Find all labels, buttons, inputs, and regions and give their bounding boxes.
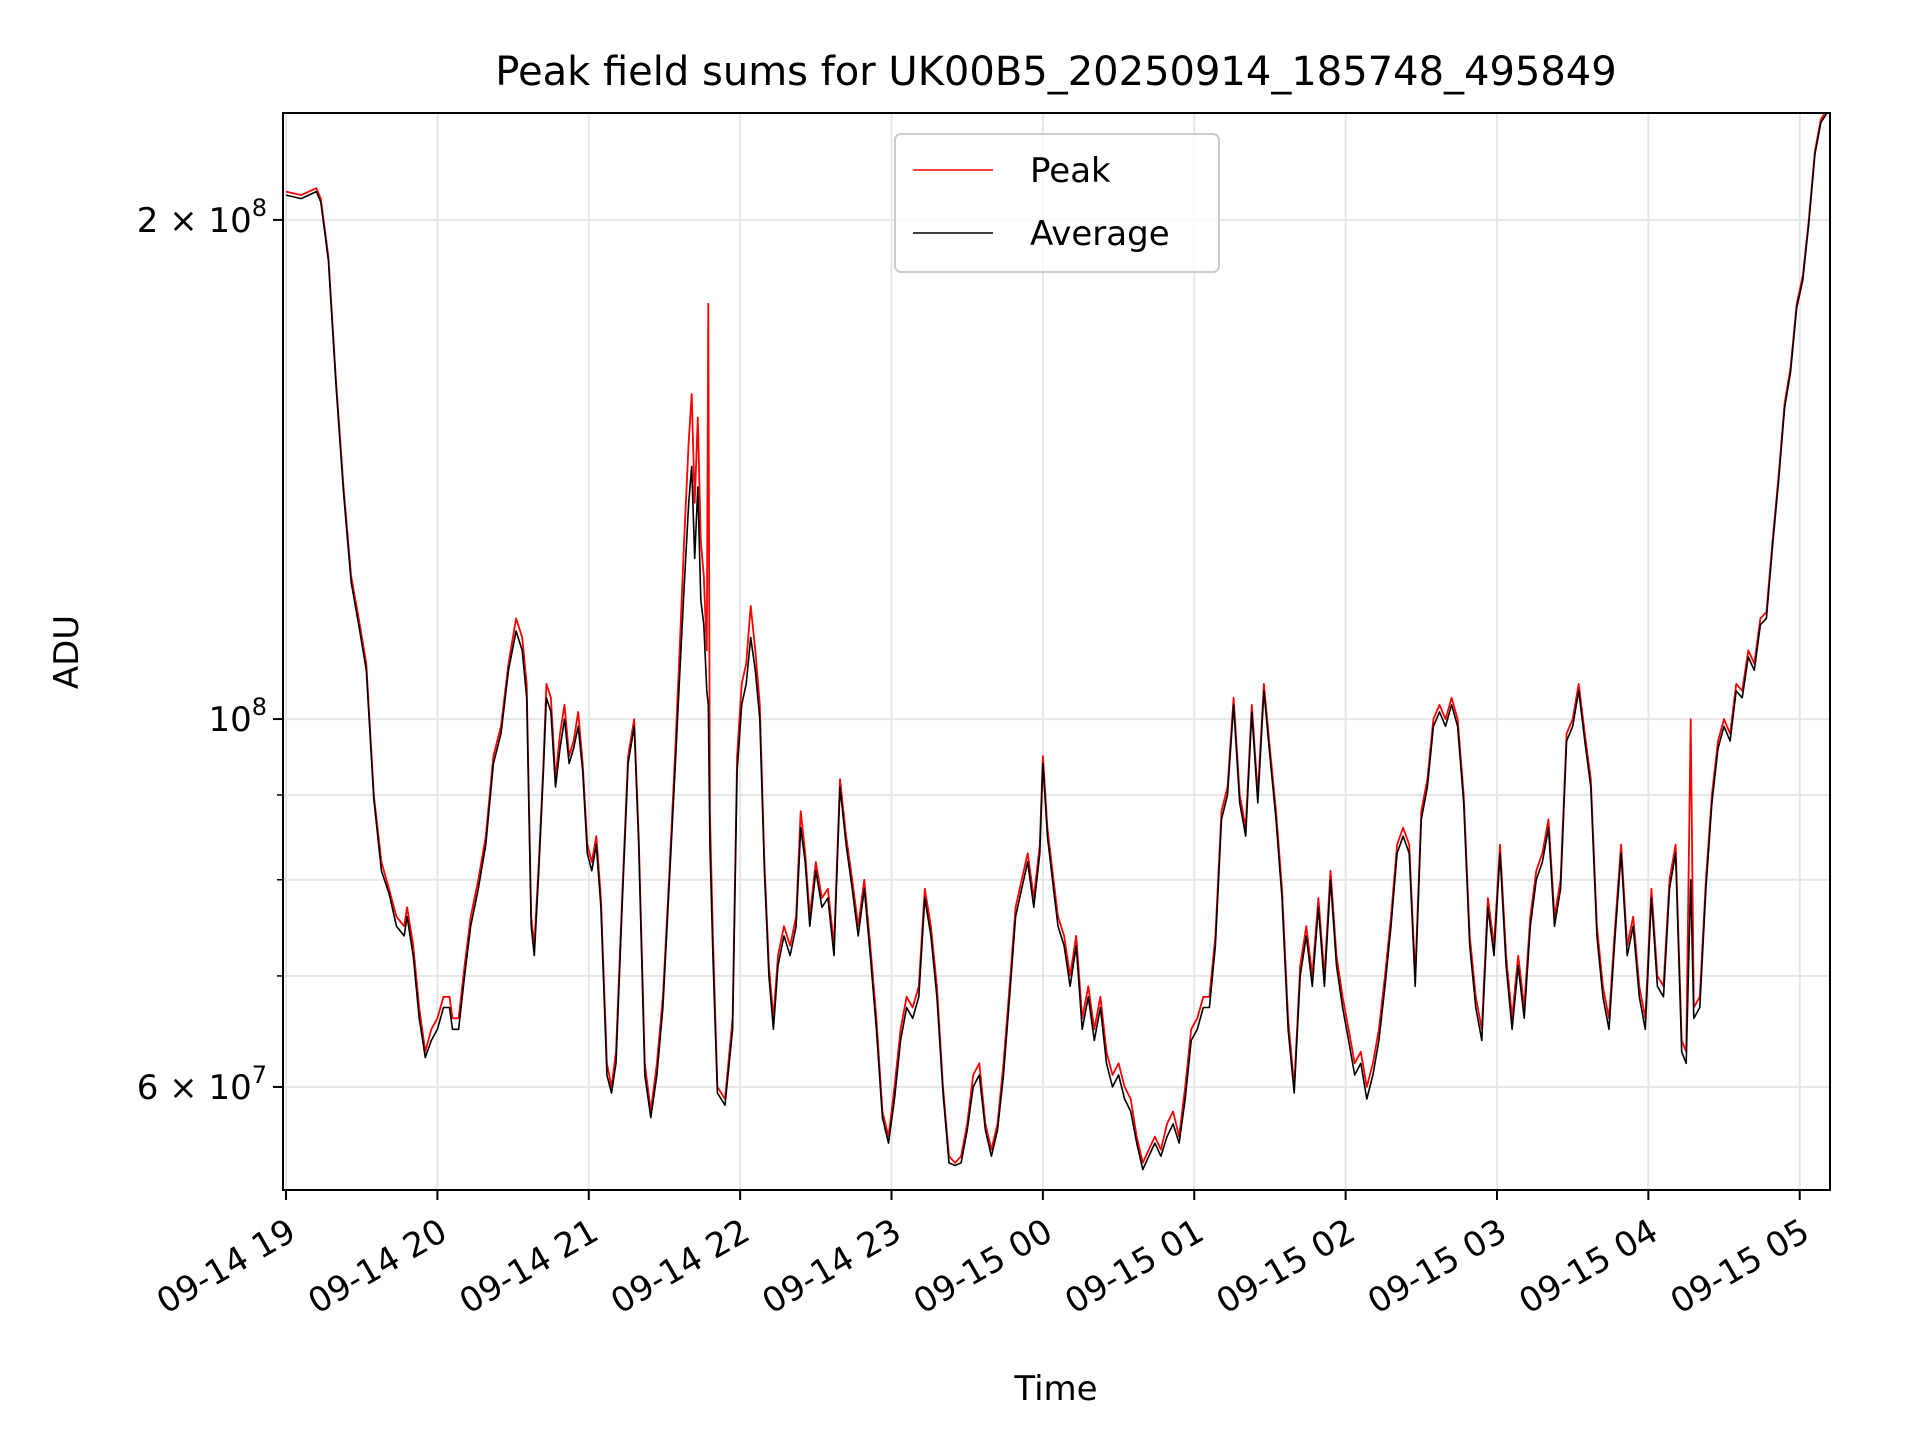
chart-title: Peak field sums for UK00B5_20250914_1857… [495,49,1616,95]
legend-box [894,133,1220,273]
legend-label-peak: Peak [1030,151,1111,191]
y-tick-label-0: 6 × 107 [137,1061,267,1108]
y-axis-label: ADU [47,615,87,689]
y-tick-label-1: 108 [208,693,267,740]
legend: Peak Average [894,133,1220,273]
series-line-average [285,113,1828,1171]
x-axis-label: Time [1013,1369,1097,1409]
y-tick-label-2: 2 × 108 [137,194,267,241]
series-layer [285,113,1828,1171]
gridlines [283,113,1830,1190]
plot-frame [282,112,1831,1191]
legend-label-average: Average [1030,214,1170,254]
